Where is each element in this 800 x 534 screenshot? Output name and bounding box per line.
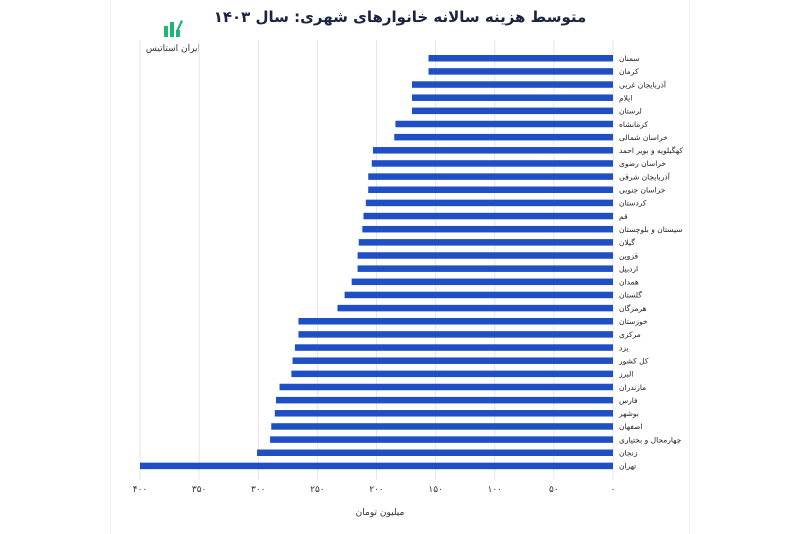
category-labels: سمنان کرمان آذربایجان غربی ایلام لرستان کرمان… xyxy=(618,54,683,471)
category-label: تهران xyxy=(619,462,636,471)
bar xyxy=(274,410,613,417)
bar xyxy=(357,252,613,259)
brand-logo: ایران استاتیس xyxy=(138,18,208,54)
x-tick-label: ۵۰ xyxy=(549,485,559,495)
bar xyxy=(368,186,613,193)
category-label: کرمانشاه xyxy=(619,120,648,129)
category-label: البرز xyxy=(618,370,633,379)
bar xyxy=(344,291,613,299)
category-label: خراسان رضوی xyxy=(619,159,666,168)
category-label: خراسان جنوبی xyxy=(619,186,666,195)
bar xyxy=(428,55,613,62)
bar xyxy=(271,423,613,430)
bar xyxy=(358,239,613,246)
bar xyxy=(270,436,613,443)
category-label: مرکزی xyxy=(619,330,641,339)
x-tick-label: ۱۰۰ xyxy=(487,485,502,495)
bar xyxy=(294,344,613,351)
category-label: هرمزگان xyxy=(619,304,647,313)
category-label: قم xyxy=(619,212,628,221)
bar xyxy=(365,199,613,207)
bar xyxy=(368,173,613,180)
category-label: کرمان xyxy=(619,67,639,76)
category-label: قزوین xyxy=(619,251,639,260)
bar xyxy=(279,383,613,391)
category-label: آذربایجان شرقی xyxy=(619,171,671,181)
bar xyxy=(298,331,613,338)
category-label: آذربایجان غربی xyxy=(619,79,667,89)
category-label: یزد xyxy=(619,343,629,352)
category-label: سمنان xyxy=(619,54,640,63)
bar xyxy=(411,81,613,88)
x-tick-label: ۳۰۰ xyxy=(251,485,266,495)
x-tick-label: ۳۵۰ xyxy=(192,485,207,495)
x-tick-label: ۲۰۰ xyxy=(369,485,384,495)
brand-logo-text: ایران استاتیس xyxy=(145,44,201,54)
category-label: خراسان شمالی xyxy=(619,133,668,142)
bar xyxy=(363,212,613,220)
bar xyxy=(362,225,613,233)
category-label: خوزستان xyxy=(619,317,648,326)
bar xyxy=(372,147,613,154)
chart-title: متوسط هزینه سالانه خانوارهای شهری: سال ۱… xyxy=(213,8,587,26)
bar xyxy=(351,278,613,286)
bar xyxy=(395,120,613,128)
category-label: فارس xyxy=(619,396,638,405)
bar xyxy=(357,265,613,272)
bar xyxy=(298,318,613,325)
bar xyxy=(371,160,613,167)
bar xyxy=(291,370,613,378)
category-label: اصفهان xyxy=(619,422,643,431)
category-label: مازندران xyxy=(619,383,646,392)
bar xyxy=(275,396,613,404)
category-label: ایلام xyxy=(619,93,632,102)
bar xyxy=(394,133,613,141)
x-tick-label: ۲۵۰ xyxy=(310,485,325,495)
bar xyxy=(292,357,613,364)
category-label: کل کشور xyxy=(618,356,649,365)
bar xyxy=(337,304,613,312)
category-label: سیستان و بلوچستان xyxy=(619,225,683,234)
x-tick-label: ۴۰۰ xyxy=(133,485,148,495)
x-axis-label: میلیون تومان xyxy=(355,508,405,518)
bar-chart-logo-icon xyxy=(164,20,183,37)
category-label: چهارمحال و بختیاری xyxy=(619,435,682,444)
bar xyxy=(411,107,613,115)
category-label: کردستان xyxy=(619,199,647,208)
bar xyxy=(411,94,613,101)
category-label: اردبیل xyxy=(619,264,638,273)
bars xyxy=(140,55,613,470)
category-label: زنجان xyxy=(619,449,638,458)
category-label: لرستان xyxy=(619,107,642,116)
bar xyxy=(257,449,613,456)
category-label: همدان xyxy=(619,278,639,287)
x-tick-labels: ۴۰۰ ۳۵۰ ۳۰۰ ۲۵۰ ۲۰۰ ۱۵۰ ۱۰۰ ۵۰ ۰ xyxy=(133,485,616,495)
category-label: گلستان xyxy=(619,291,642,300)
x-tick-label: ۱۵۰ xyxy=(428,485,443,495)
category-label: بوشهر xyxy=(618,409,639,418)
category-label: گیلان xyxy=(619,238,635,247)
category-label: کهگیلویه و بویر احمد xyxy=(619,146,683,155)
bar xyxy=(428,68,613,75)
bar xyxy=(140,462,613,470)
x-tick-label: ۰ xyxy=(611,485,616,495)
